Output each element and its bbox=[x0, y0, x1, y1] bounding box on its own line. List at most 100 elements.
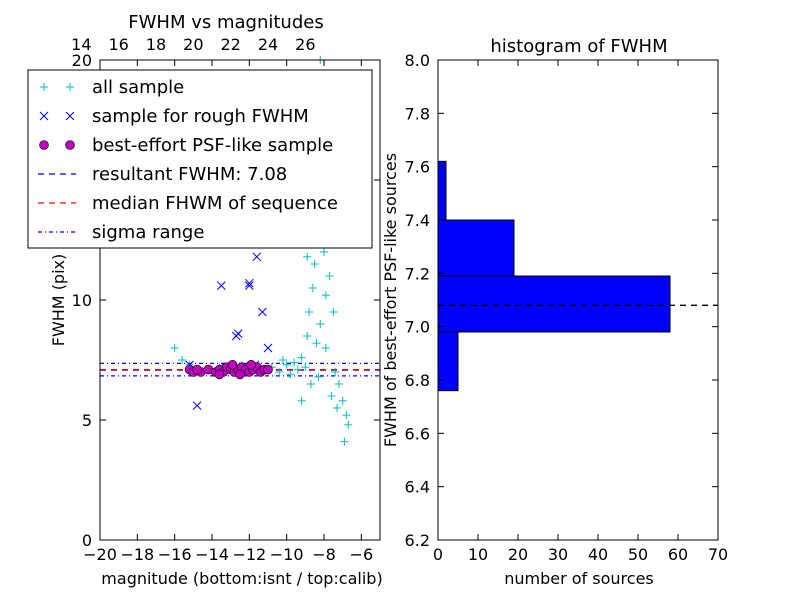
top-tick-label-4: 22 bbox=[220, 35, 240, 54]
series-2-point-22 bbox=[214, 369, 225, 380]
series-2-point-21 bbox=[246, 359, 256, 370]
scatter-x-ticks: −20 −18 −16 −14 −12 −10 −8 −6 bbox=[83, 60, 373, 564]
y-tick-label-4: 20 bbox=[72, 51, 92, 70]
top-tick-label-1: 16 bbox=[108, 35, 128, 54]
series-1-point-12 bbox=[244, 281, 254, 290]
hist-x-tick-label-1: 10 bbox=[468, 545, 488, 564]
series-0-point-23 bbox=[305, 308, 314, 316]
series-0-point-34 bbox=[325, 272, 334, 280]
hist-y-tick-label-8: 7.8 bbox=[405, 104, 430, 123]
histogram-title: histogram of FWHM bbox=[490, 36, 667, 57]
series-0-point-41 bbox=[340, 437, 349, 446]
hist-x-tick-label-3: 30 bbox=[548, 545, 568, 564]
series-2-point-20 bbox=[235, 369, 245, 380]
histogram-y-axis-label: FWHM of best-effort PSF-like sources bbox=[381, 153, 400, 447]
series-0-point-32 bbox=[321, 344, 330, 352]
series-1-point-11 bbox=[263, 343, 273, 353]
legend-label-all-sample: all sample bbox=[92, 77, 184, 98]
scatter-top-ticks: 14 16 18 20 22 24 26 bbox=[71, 35, 315, 54]
series-0-point-24 bbox=[306, 380, 315, 388]
scatter-x-axis-label: magnitude (bottom:isnt / top:calib) bbox=[101, 569, 382, 588]
y-tick-label-0: 0 bbox=[82, 531, 92, 550]
series-0-point-35 bbox=[327, 392, 336, 400]
legend-markers bbox=[38, 83, 76, 233]
x-tick-label-6: −8 bbox=[312, 545, 336, 564]
series-0-point-51 bbox=[314, 372, 323, 381]
legend-marker-0-a bbox=[40, 83, 48, 91]
y-tick-label-1: 5 bbox=[82, 411, 92, 430]
hist-y-tick-label-4: 7.0 bbox=[405, 318, 430, 337]
series-0-point-25 bbox=[308, 284, 317, 292]
x-tick-label-7: −6 bbox=[350, 545, 374, 564]
x-tick-label-5: −10 bbox=[270, 545, 304, 564]
legend-label-rough-fwhm: sample for rough FWHM bbox=[92, 106, 309, 127]
histogram-bar-0 bbox=[437, 331, 459, 392]
hist-x-tick-label-0: 0 bbox=[433, 545, 443, 564]
hist-y-tick-label-6: 7.4 bbox=[405, 211, 430, 230]
series-2-point-23 bbox=[192, 364, 202, 375]
series-0-point-20 bbox=[297, 353, 306, 362]
series-0-point-42 bbox=[342, 411, 351, 420]
series-1-point-10 bbox=[258, 307, 267, 317]
series-0-point-18 bbox=[290, 358, 299, 367]
hist-x-tick-label-7: 70 bbox=[708, 545, 728, 564]
series-0-point-26 bbox=[310, 260, 319, 268]
hist-x-tick-label-5: 50 bbox=[628, 545, 648, 564]
hist-x-tick-label-4: 40 bbox=[588, 545, 608, 564]
series-0-point-38 bbox=[333, 404, 342, 412]
series-0-point-37 bbox=[331, 368, 340, 376]
histogram-panel: 0 10 20 30 40 50 60 70 6.2 6.4 6.6 6.8 7.0 7.2 7.4 7.6… bbox=[381, 36, 728, 588]
x-tick-label-3: −14 bbox=[195, 545, 229, 564]
hist-y-tick-label-5: 7.2 bbox=[405, 264, 430, 283]
series-0-point-49 bbox=[320, 248, 328, 256]
series-0-point-0 bbox=[170, 344, 179, 352]
series-1-point-14 bbox=[233, 329, 243, 338]
histogram-bar-3 bbox=[437, 160, 447, 221]
histogram-y-ticks: 6.2 6.4 6.6 6.8 7.0 7.2 7.4 7.6 7.8 8.0 bbox=[405, 51, 718, 550]
top-tick-label-5: 24 bbox=[258, 35, 278, 54]
series-0-point-1 bbox=[178, 356, 187, 364]
legend-label-median-fwhm: median FHWM of sequence bbox=[92, 193, 338, 214]
series-0-point-39 bbox=[334, 380, 343, 388]
legend-label-psf-like: best-effort PSF-like sample bbox=[92, 135, 333, 156]
top-tick-label-6: 26 bbox=[295, 35, 315, 54]
series-0-point-43 bbox=[344, 420, 353, 429]
series-0-point-22 bbox=[303, 332, 312, 340]
series-1-point-7 bbox=[244, 278, 254, 288]
legend-marker-0-b bbox=[66, 83, 74, 91]
series-0-point-44 bbox=[297, 396, 306, 405]
series-0-point-47 bbox=[303, 252, 312, 261]
top-tick-label-3: 20 bbox=[183, 35, 203, 54]
hist-y-tick-label-9: 8.0 bbox=[405, 51, 430, 70]
series-1-point-9 bbox=[252, 252, 262, 262]
top-tick-label-2: 18 bbox=[146, 35, 166, 54]
legend-label-sigma-range: sigma range bbox=[92, 222, 204, 243]
hist-y-tick-label-2: 6.6 bbox=[405, 424, 430, 443]
legend-marker-2-a bbox=[39, 140, 49, 150]
series-2-point-19 bbox=[227, 359, 238, 370]
scatter-y-axis-label: FWHM (pix) bbox=[49, 254, 68, 347]
histogram-x-ticks: 0 10 20 30 40 50 60 70 bbox=[433, 60, 728, 564]
series-0-point-40 bbox=[338, 396, 347, 405]
series-0-point-50 bbox=[321, 291, 330, 300]
histogram-bar-2 bbox=[437, 219, 515, 277]
series-0-point-16 bbox=[282, 360, 291, 369]
legend-marker-2-b bbox=[65, 140, 75, 150]
legend-label-resultant-fwhm: resultant FWHM: 7.08 bbox=[92, 164, 287, 185]
x-tick-label-4: −12 bbox=[232, 545, 266, 564]
histogram-x-axis-label: number of sources bbox=[504, 569, 654, 588]
x-tick-label-2: −16 bbox=[158, 545, 192, 564]
legend-box bbox=[27, 69, 373, 249]
series-0-point-21 bbox=[301, 363, 310, 372]
top-tick-label-0: 14 bbox=[71, 35, 91, 54]
histogram-frame bbox=[437, 59, 719, 541]
series-0-point-36 bbox=[329, 308, 338, 316]
hist-y-tick-label-3: 6.8 bbox=[405, 371, 430, 390]
series-0-point-14 bbox=[275, 368, 284, 376]
series-1-point-1 bbox=[192, 401, 202, 410]
scatter-title: FWHM vs magnitudes bbox=[128, 12, 323, 33]
hist-y-tick-label-7: 7.6 bbox=[405, 158, 430, 177]
series-0-point-15 bbox=[278, 356, 287, 364]
hist-x-tick-label-2: 20 bbox=[508, 545, 528, 564]
